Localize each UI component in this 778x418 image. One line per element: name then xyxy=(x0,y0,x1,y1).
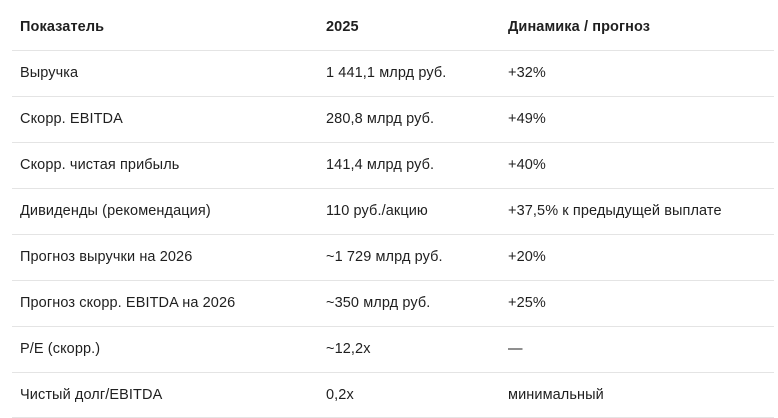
table-row: Дивиденды (рекомендация) 110 руб./акцию … xyxy=(12,188,774,235)
cell-value: ~12,2x xyxy=(318,326,500,373)
header-year: 2025 xyxy=(318,0,500,51)
cell-dynamics: минимальный xyxy=(500,372,774,418)
cell-metric: Скорр. чистая прибыль xyxy=(12,142,318,189)
table-row: Скорр. EBITDA 280,8 млрд руб. +49% xyxy=(12,96,774,143)
cell-dynamics: +20% xyxy=(500,234,774,281)
header-dynamics: Динамика / прогноз xyxy=(500,0,774,51)
cell-value: ~1 729 млрд руб. xyxy=(318,234,500,281)
financial-metrics-table: Показатель 2025 Динамика / прогноз Выруч… xyxy=(12,0,774,418)
table-row: Выручка 1 441,1 млрд руб. +32% xyxy=(12,50,774,97)
table-row: Скорр. чистая прибыль 141,4 млрд руб. +4… xyxy=(12,142,774,189)
cell-metric: Чистый долг/EBITDA xyxy=(12,372,318,418)
table-row: Прогноз скорр. EBITDA на 2026 ~350 млрд … xyxy=(12,280,774,327)
cell-value: 280,8 млрд руб. xyxy=(318,96,500,143)
cell-value: 1 441,1 млрд руб. xyxy=(318,50,500,97)
cell-dynamics: +40% xyxy=(500,142,774,189)
cell-value: 141,4 млрд руб. xyxy=(318,142,500,189)
cell-dynamics: +49% xyxy=(500,96,774,143)
cell-dynamics: +25% xyxy=(500,280,774,327)
cell-value: ~350 млрд руб. xyxy=(318,280,500,327)
cell-metric: Дивиденды (рекомендация) xyxy=(12,188,318,235)
cell-metric: P/E (скорр.) xyxy=(12,326,318,373)
cell-metric: Скорр. EBITDA xyxy=(12,96,318,143)
cell-metric: Прогноз выручки на 2026 xyxy=(12,234,318,281)
cell-metric: Выручка xyxy=(12,50,318,97)
cell-dynamics: +37,5% к предыдущей выплате xyxy=(500,188,774,235)
table-row: Прогноз выручки на 2026 ~1 729 млрд руб.… xyxy=(12,234,774,281)
table-row: P/E (скорр.) ~12,2x — xyxy=(12,326,774,373)
table-row: Чистый долг/EBITDA 0,2x минимальный xyxy=(12,372,774,418)
cell-metric: Прогноз скорр. EBITDA на 2026 xyxy=(12,280,318,327)
cell-dynamics: +32% xyxy=(500,50,774,97)
cell-value: 110 руб./акцию xyxy=(318,188,500,235)
cell-value: 0,2x xyxy=(318,372,500,418)
cell-dynamics: — xyxy=(500,326,774,373)
table-body: Выручка 1 441,1 млрд руб. +32% Скорр. EB… xyxy=(12,50,774,418)
header-metric: Показатель xyxy=(12,0,318,51)
header-row: Показатель 2025 Динамика / прогноз xyxy=(12,0,774,51)
table-header: Показатель 2025 Динамика / прогноз xyxy=(12,0,774,51)
